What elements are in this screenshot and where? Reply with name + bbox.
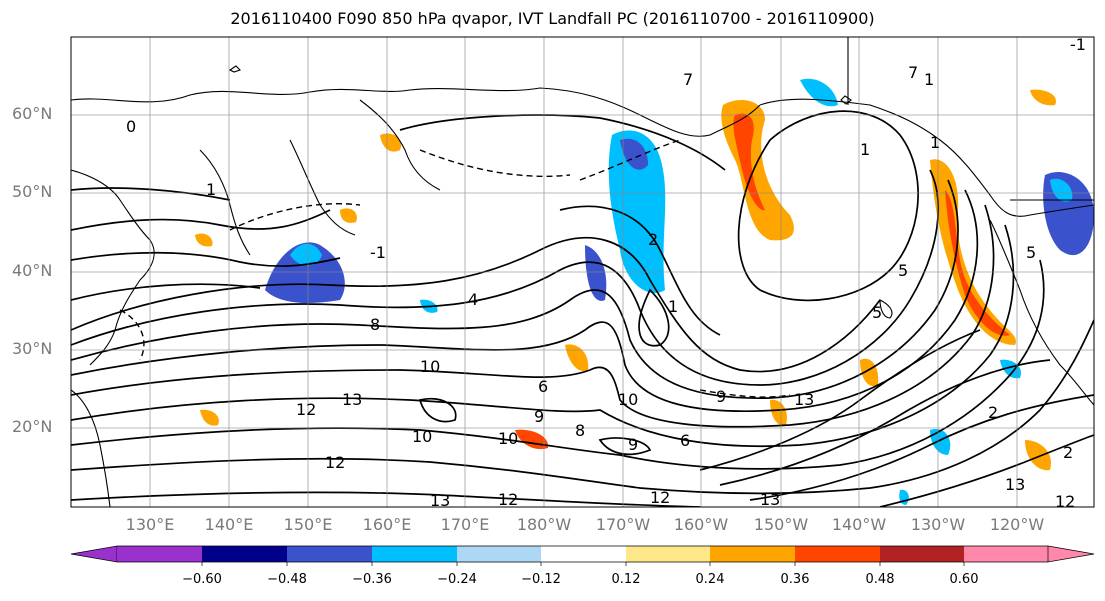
contour-label: 1 [668, 297, 678, 316]
contour-label: 1 [206, 180, 216, 199]
contour-label: 10 [420, 357, 440, 376]
qvapor-anomaly-fill [195, 78, 1094, 505]
contour-label: 13 [794, 390, 814, 409]
contour-label: 6 [538, 377, 548, 396]
contour-label: 10 [412, 427, 432, 446]
lon-label-170w: 170°W [595, 515, 651, 534]
contour-label: 0 [126, 117, 136, 136]
contour-label: 13 [430, 491, 450, 510]
contour-label: 1 [924, 70, 934, 89]
colorbar-tick-label: 0.24 [695, 572, 725, 587]
contour-label: 10 [498, 429, 518, 448]
contour-label: 13 [342, 390, 362, 409]
lon-label-120w: 120°W [989, 515, 1045, 534]
colorbar-swatch [795, 546, 880, 562]
contour-label: 4 [468, 290, 478, 309]
colorbar-swatch [541, 546, 626, 562]
contour-label: -1 [1070, 35, 1086, 54]
lat-label-20n: 20°N [12, 417, 53, 436]
contour-label: 12 [296, 400, 316, 419]
contour-label: 9 [628, 435, 638, 454]
colorbar-swatch [202, 546, 287, 562]
contour-label: 6 [680, 431, 690, 450]
colorbar-tick-label: −0.60 [182, 572, 222, 587]
lon-label-140e: 140°E [204, 515, 254, 534]
lon-label-160w: 160°W [673, 515, 729, 534]
contour-label: -1 [370, 243, 386, 262]
lon-label-180w: 180°W [516, 515, 572, 534]
colorbar-swatch [964, 546, 1048, 562]
contour-label: 1 [930, 133, 940, 152]
contour-label: 5 [898, 261, 908, 280]
colorbar-tick-label: −0.24 [437, 572, 477, 587]
colorbar-tick-label: 0.36 [780, 572, 810, 587]
contour-label: 12 [1055, 492, 1075, 511]
contour-label: 7 [683, 70, 693, 89]
lat-label-40n: 40°N [12, 261, 53, 280]
lat-label-50n: 50°N [12, 182, 53, 201]
contour-label: 5 [872, 303, 882, 322]
colorbar-swatch [626, 546, 710, 562]
graticule [71, 37, 1094, 507]
contour-labels: 0 1 1 -1 -1 2 1 1 4 5 5 5 8 6 10 10 9 9 … [126, 35, 1086, 511]
lon-label-150w: 150°W [753, 515, 809, 534]
contour-label: 2 [1063, 443, 1073, 462]
contour-label: 12 [650, 488, 670, 507]
contour-label: 8 [370, 315, 380, 334]
colorbar-tick-label: 0.60 [949, 572, 979, 587]
contour-label: 12 [498, 490, 518, 509]
colorbar-swatch [710, 546, 795, 562]
colorbar-swatch [880, 546, 964, 562]
contour-label: 2 [988, 403, 998, 422]
colorbar-swatch [117, 546, 202, 562]
colorbar-swatch [287, 546, 372, 562]
contour-label: 13 [1005, 475, 1025, 494]
contour-label: 7 [908, 63, 918, 82]
colorbar-tick-label: −0.36 [352, 572, 392, 587]
lat-label-60n: 60°N [12, 104, 53, 123]
lon-label-160e: 160°E [362, 515, 412, 534]
contour-label: 9 [716, 387, 726, 406]
contour-label: 1 [860, 140, 870, 159]
colorbar-swatch [457, 546, 541, 562]
colorbar-tick-label: −0.48 [267, 572, 307, 587]
lat-label-30n: 30°N [12, 339, 53, 358]
lon-label-130w: 130°W [910, 515, 966, 534]
lon-label-150e: 150°E [283, 515, 333, 534]
colorbar-tick-label: 0.48 [865, 572, 895, 587]
colorbar-swatch [372, 546, 457, 562]
lon-label-130e: 130°E [125, 515, 175, 534]
contour-label: 13 [760, 490, 780, 509]
contour-label: 12 [325, 453, 345, 472]
lon-label-170e: 170°E [440, 515, 490, 534]
contour-label: 5 [1026, 243, 1036, 262]
colorbar [70, 545, 1095, 566]
colorbar-extend-low [70, 545, 118, 563]
contour-label: 9 [534, 407, 544, 426]
colorbar-extend-high [1047, 545, 1095, 563]
map-title: 2016110400 F090 850 hPa qvapor, IVT Land… [230, 9, 875, 28]
contour-label: 2 [648, 230, 658, 249]
contour-label: 10 [618, 390, 638, 409]
contour-label: 8 [575, 421, 585, 440]
map-frame [70, 36, 1095, 508]
lon-label-140w: 140°W [831, 515, 887, 534]
colorbar-tick-label: −0.12 [521, 572, 561, 587]
colorbar-tick-label: 0.12 [611, 572, 641, 587]
